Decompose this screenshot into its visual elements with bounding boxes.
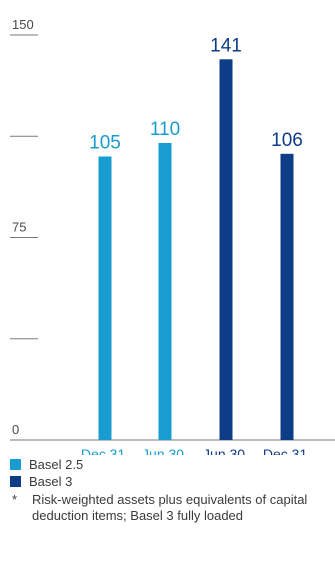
bar — [280, 153, 294, 441]
bar-value-label: 110 — [150, 119, 180, 140]
bar-value-label: 141 — [210, 35, 242, 56]
y-tick-label: 0 — [12, 422, 19, 437]
x-tick-label: Jun 30, — [203, 446, 249, 455]
y-tick-label: 75 — [12, 220, 26, 235]
bar-value-label: 106 — [271, 130, 303, 151]
legend-label-basel-2-5: Basel 2.5 — [29, 456, 84, 472]
legend-swatch-basel-3 — [10, 475, 21, 487]
footnote-text: Risk-weighted assets plus equivalents of… — [32, 492, 308, 523]
footnote: * Risk-weighted assets plus equivalents … — [10, 492, 330, 523]
legend-item-basel-2-5: Basel 2.5 — [10, 456, 330, 472]
bar — [158, 143, 172, 440]
footnote-marker: * — [12, 492, 18, 507]
bar — [219, 59, 233, 441]
x-axis-labels: Dec 31,2011Jun 30,2012Jun 30,2012Dec 31,… — [81, 446, 311, 455]
bars: 105 110 141 106 — [89, 35, 303, 441]
y-tick-label: 150 — [12, 17, 34, 32]
x-tick-label: Jun 30, — [142, 446, 188, 455]
legend-swatch-basel-2-5 — [10, 458, 21, 470]
legend-item-basel-3: Basel 3 — [10, 473, 330, 489]
bar-value-label: 105 — [89, 133, 121, 154]
x-tick-label: Dec 31, — [263, 446, 311, 455]
x-tick-label: Dec 31, — [81, 446, 129, 455]
legend: Basel 2.5 Basel 3 — [10, 456, 330, 490]
legend-label-basel-3: Basel 3 — [29, 473, 73, 489]
bar — [98, 156, 112, 440]
bar-chart: 0 75 150 105 110 141 106 Dec 31,2011Jun 30,20… — [10, 17, 335, 455]
